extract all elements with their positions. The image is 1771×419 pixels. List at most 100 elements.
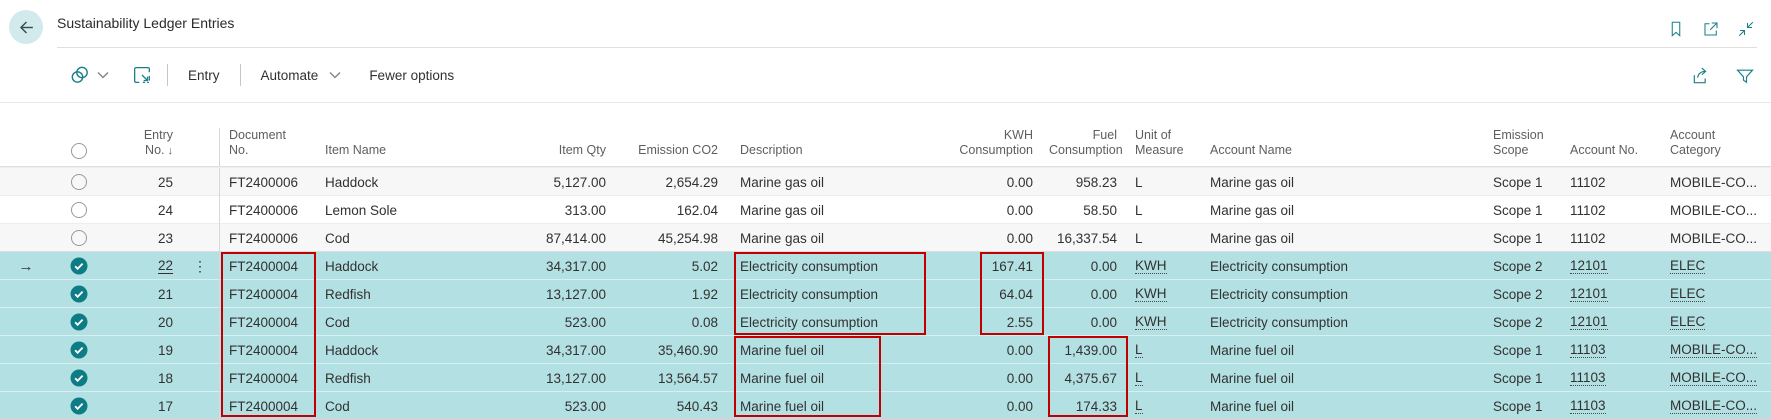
cell-account-no[interactable]: 11103 xyxy=(1570,370,1606,386)
cell-item-name[interactable]: Haddock xyxy=(325,174,379,190)
table-row-entry-24[interactable]: 24 FT2400006 Lemon Sole 313.00 162.04 Marine … xyxy=(0,195,1771,224)
cell-entry-no[interactable]: 18 xyxy=(157,370,173,386)
share-icon[interactable] xyxy=(1691,66,1711,86)
cell-emission-scope[interactable]: Scope 2 xyxy=(1493,314,1543,330)
cell-unit-of-measure[interactable]: L xyxy=(1135,174,1143,190)
cell-emission-co2[interactable]: 540.43 xyxy=(676,398,718,414)
views-chevron-down-icon[interactable] xyxy=(97,71,109,79)
cell-document-no[interactable]: FT2400006 xyxy=(219,168,319,196)
cell-description[interactable]: Marine gas oil xyxy=(740,202,825,218)
cell-unit-of-measure[interactable]: L xyxy=(1135,230,1143,246)
table-row-entry-19[interactable]: 19 FT2400004 Haddock 34,317.00 35,460.90 Mari… xyxy=(0,335,1771,364)
row-checkbox[interactable] xyxy=(52,224,106,252)
cell-description[interactable]: Marine gas oil xyxy=(740,230,825,246)
column-header-account-name[interactable]: Account Name xyxy=(1210,143,1292,158)
cell-account-name[interactable]: Electricity consumption xyxy=(1210,258,1349,274)
cell-emission-co2[interactable]: 162.04 xyxy=(676,202,718,218)
select-all-circle[interactable] xyxy=(71,142,87,159)
row-more-options-icon[interactable]: ⋮ xyxy=(193,258,207,274)
cell-item-name[interactable]: Haddock xyxy=(325,342,379,358)
cell-entry-no[interactable]: 23 xyxy=(157,230,173,246)
cell-kwh-consumption[interactable]: 0.00 xyxy=(1006,230,1033,246)
row-checkbox[interactable] xyxy=(52,196,106,224)
cell-emission-scope[interactable]: Scope 2 xyxy=(1493,258,1543,274)
cell-account-category[interactable]: MOBILE-CO... xyxy=(1670,342,1758,358)
cell-account-category[interactable]: ELEC xyxy=(1670,286,1706,302)
cell-entry-no[interactable]: 20 xyxy=(157,314,173,330)
cell-item-name[interactable]: Cod xyxy=(325,398,350,414)
column-header-account-no[interactable]: Account No. xyxy=(1570,143,1639,158)
column-header-account-category[interactable]: Account Category xyxy=(1670,127,1721,158)
row-checkbox-checked[interactable] xyxy=(52,280,106,308)
cell-entry-no[interactable]: 17 xyxy=(157,398,173,414)
cell-kwh-consumption[interactable]: 167.41 xyxy=(991,258,1033,274)
column-header-unit-of-measure[interactable]: Unit of Measure xyxy=(1135,127,1184,158)
cell-fuel-consumption[interactable]: 174.33 xyxy=(1075,398,1117,414)
column-header-emission-co2[interactable]: Emission CO2 xyxy=(638,143,718,158)
cell-kwh-consumption[interactable]: 64.04 xyxy=(999,286,1033,302)
cell-fuel-consumption[interactable]: 58.50 xyxy=(1083,202,1117,218)
cell-account-category[interactable]: MOBILE-CO... xyxy=(1670,398,1758,414)
open-in-new-window-icon[interactable] xyxy=(1702,20,1720,38)
cell-account-name[interactable]: Marine fuel oil xyxy=(1210,370,1295,386)
cell-account-name[interactable]: Marine gas oil xyxy=(1210,174,1295,190)
cell-document-no[interactable]: FT2400006 xyxy=(219,224,319,252)
cell-item-qty[interactable]: 34,317.00 xyxy=(545,342,606,358)
cell-item-qty[interactable]: 87,414.00 xyxy=(545,230,606,246)
cell-emission-scope[interactable]: Scope 1 xyxy=(1493,342,1543,358)
cell-kwh-consumption[interactable]: 0.00 xyxy=(1006,202,1033,218)
cell-emission-co2[interactable]: 5.02 xyxy=(691,258,718,274)
cell-account-category[interactable]: MOBILE-CO... xyxy=(1670,370,1758,386)
cell-emission-co2[interactable]: 35,460.90 xyxy=(657,342,718,358)
cell-description[interactable]: Marine fuel oil xyxy=(740,398,825,414)
cell-account-no[interactable]: 12101 xyxy=(1570,314,1608,330)
cell-account-name[interactable]: Electricity consumption xyxy=(1210,314,1349,330)
column-header-description[interactable]: Description xyxy=(740,143,803,158)
bookmark-icon[interactable] xyxy=(1667,20,1685,38)
row-checkbox-checked[interactable] xyxy=(52,308,106,336)
select-all-checkbox[interactable] xyxy=(52,138,106,166)
fewer-options-button[interactable]: Fewer options xyxy=(369,67,455,83)
cell-kwh-consumption[interactable]: 2.55 xyxy=(1006,314,1033,330)
column-header-document-no[interactable]: Document No. xyxy=(219,127,319,166)
cell-unit-of-measure[interactable]: KWH xyxy=(1135,314,1167,330)
table-row-entry-25[interactable]: 25 FT2400006 Haddock 5,127.00 2,654.29 Marine… xyxy=(0,167,1771,196)
cell-account-name[interactable]: Marine gas oil xyxy=(1210,230,1295,246)
column-header-fuel-consumption[interactable]: Fuel Consumption xyxy=(1049,127,1123,158)
cell-unit-of-measure[interactable]: L xyxy=(1135,370,1143,386)
cell-item-qty[interactable]: 313.00 xyxy=(564,202,606,218)
cell-item-qty[interactable]: 523.00 xyxy=(564,314,606,330)
row-checkbox-checked[interactable] xyxy=(52,252,106,280)
cell-emission-co2[interactable]: 2,654.29 xyxy=(665,174,718,190)
cell-item-name[interactable]: Haddock xyxy=(325,258,379,274)
cell-account-no[interactable]: 11103 xyxy=(1570,398,1606,414)
cell-account-category[interactable]: ELEC xyxy=(1670,258,1706,274)
cell-entry-no[interactable]: 25 xyxy=(157,174,173,190)
cell-account-no[interactable]: 11102 xyxy=(1570,230,1606,246)
cell-account-name[interactable]: Electricity consumption xyxy=(1210,286,1349,302)
cell-fuel-consumption[interactable]: 0.00 xyxy=(1090,286,1117,302)
collapse-window-icon[interactable] xyxy=(1737,20,1755,38)
cell-kwh-consumption[interactable]: 0.00 xyxy=(1006,398,1033,414)
cell-fuel-consumption[interactable]: 0.00 xyxy=(1090,258,1117,274)
cell-fuel-consumption[interactable]: 0.00 xyxy=(1090,314,1117,330)
cell-document-no[interactable]: FT2400004 xyxy=(219,364,319,392)
cell-emission-co2[interactable]: 13,564.57 xyxy=(657,370,718,386)
row-checkbox-checked[interactable] xyxy=(52,364,106,392)
cell-item-qty[interactable]: 34,317.00 xyxy=(545,258,606,274)
cell-item-name[interactable]: Cod xyxy=(325,314,350,330)
cell-fuel-consumption[interactable]: 16,337.54 xyxy=(1056,230,1117,246)
table-row-entry-23[interactable]: 23 FT2400006 Cod 87,414.00 45,254.98 Marine g… xyxy=(0,223,1771,252)
cell-account-no[interactable]: 11103 xyxy=(1570,342,1606,358)
cell-kwh-consumption[interactable]: 0.00 xyxy=(1006,370,1033,386)
column-header-emission-scope[interactable]: Emission Scope xyxy=(1493,127,1544,158)
cell-document-no[interactable]: FT2400004 xyxy=(219,252,319,280)
cell-account-no[interactable]: 12101 xyxy=(1570,258,1608,274)
cell-emission-co2[interactable]: 0.08 xyxy=(691,314,718,330)
cell-entry-no[interactable]: 24 xyxy=(157,202,173,218)
cell-description[interactable]: Marine gas oil xyxy=(740,174,825,190)
row-checkbox-checked[interactable] xyxy=(52,336,106,364)
column-header-kwh-consumption[interactable]: KWH Consumption xyxy=(959,127,1033,158)
cell-kwh-consumption[interactable]: 0.00 xyxy=(1006,174,1033,190)
column-header-entry-no[interactable]: Entry No. ↓ xyxy=(143,127,173,158)
